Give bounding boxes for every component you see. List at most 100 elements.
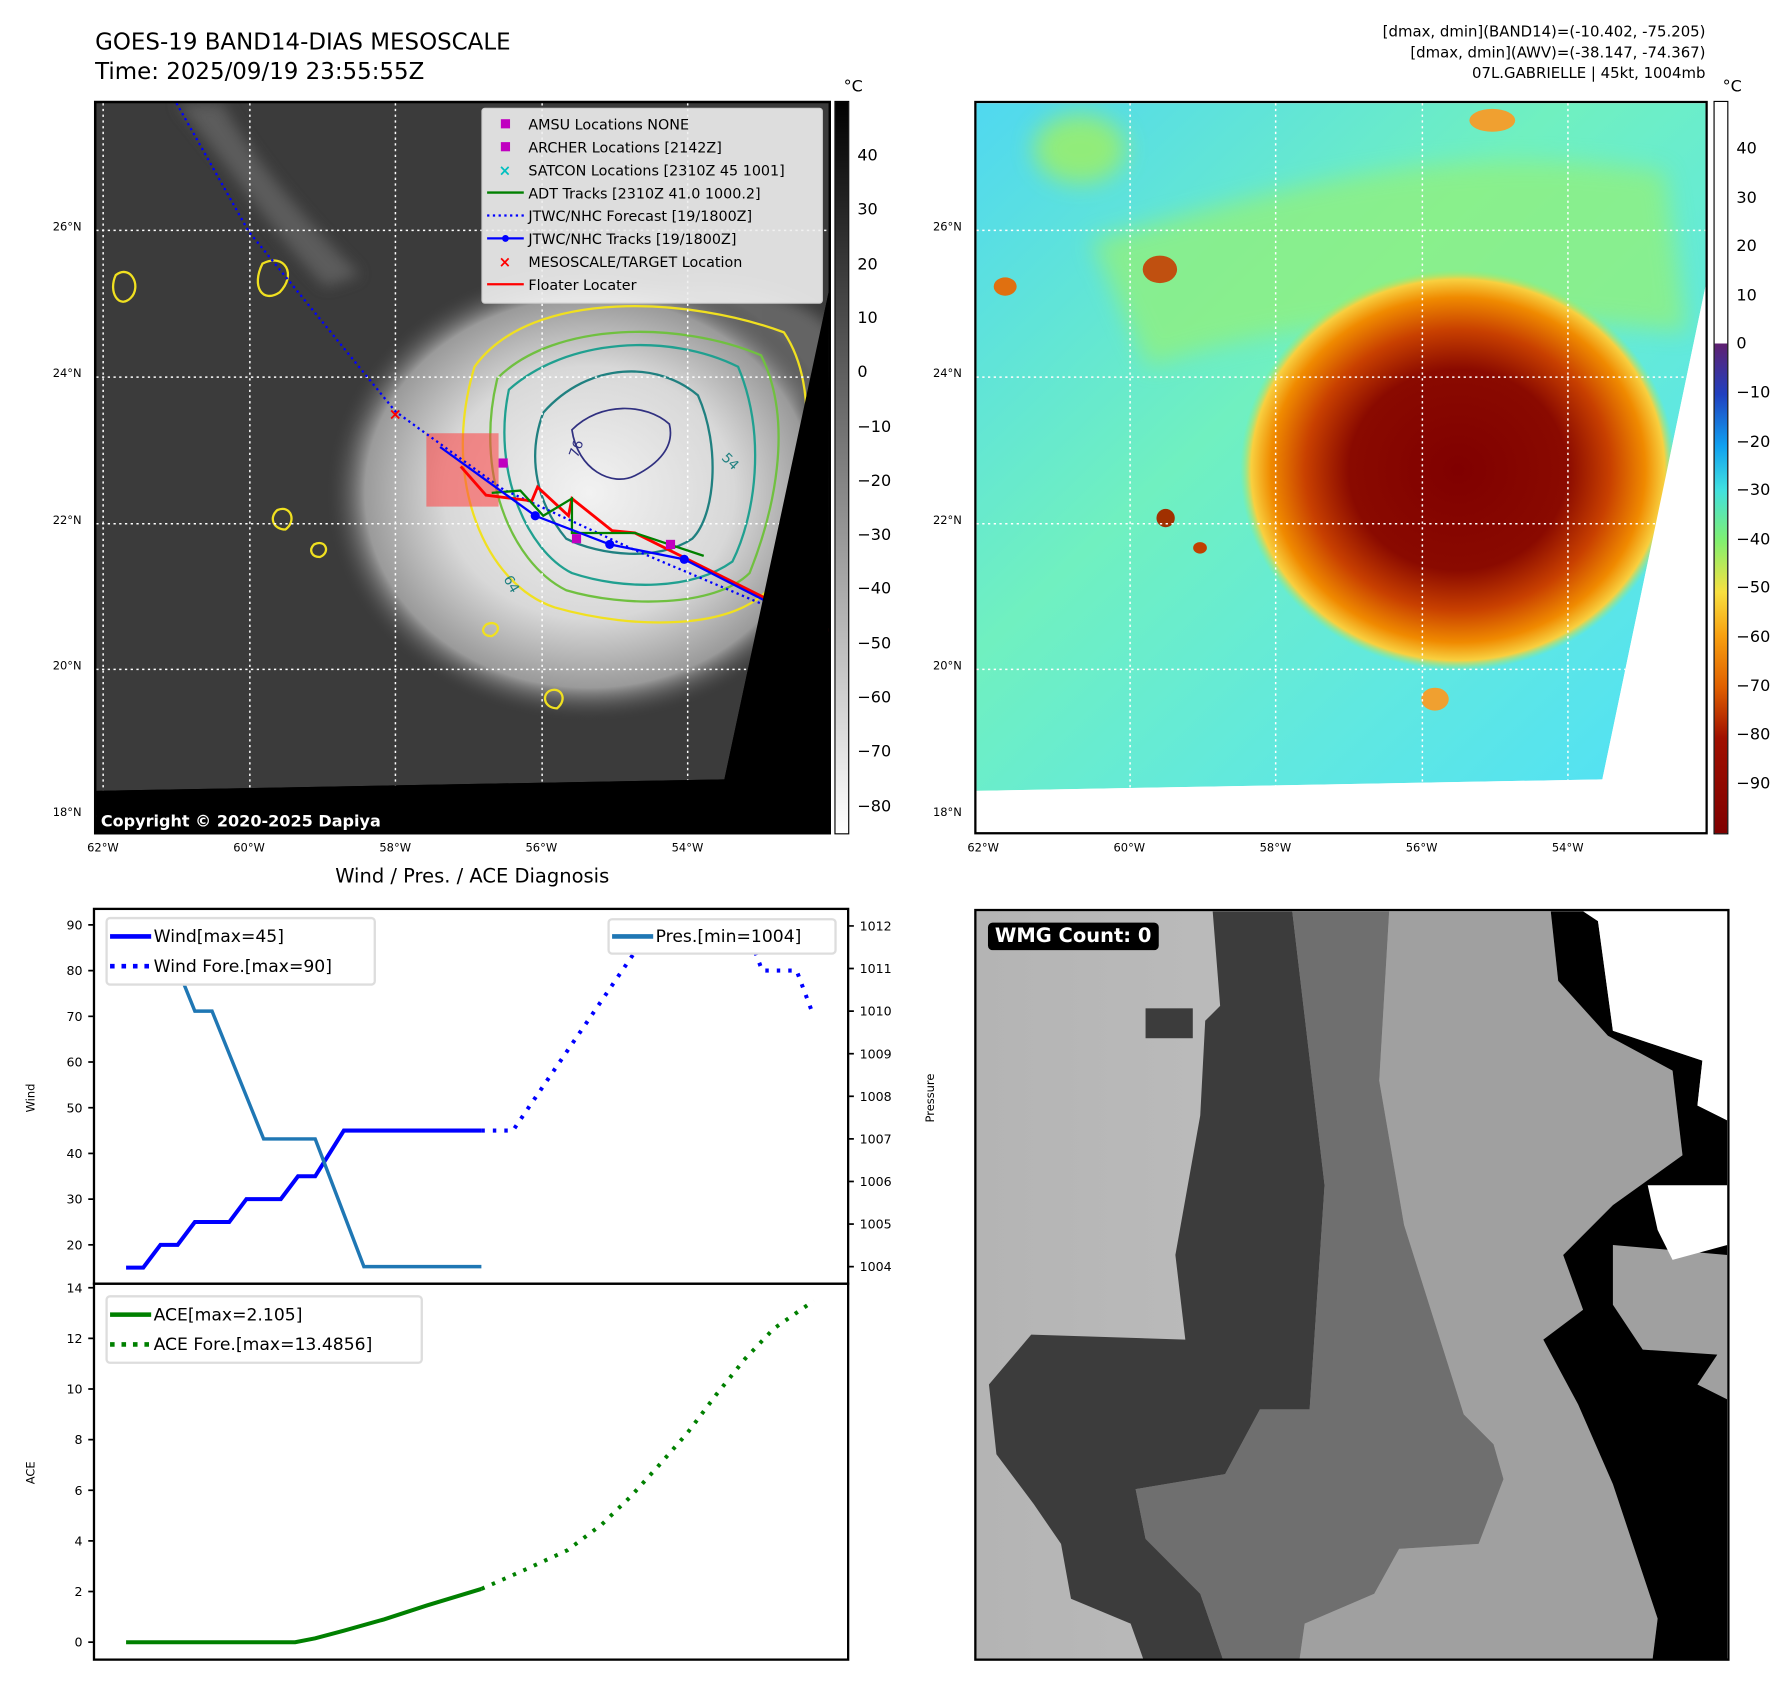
legend-label: JTWC/NHC Tracks [19/1800Z]: [528, 229, 737, 247]
colorbar-tick-label: −60: [1736, 628, 1771, 647]
legend-item: JTWC/NHC Forecast [19/1800Z]: [483, 204, 822, 227]
colorbar-tick-label: −30: [857, 526, 892, 545]
legend-item: × SATCON Locations [2310Z 45 1001]: [483, 158, 822, 181]
legend-item-ace-forecast: ACE Fore.[max=13.4856]: [108, 1330, 421, 1360]
y-tick-label: 14: [66, 1280, 82, 1295]
wind-legend: Wind[max=45] Wind Fore.[max=90]: [105, 916, 376, 986]
svg-text:×: ×: [499, 164, 511, 175]
wmg-panel: WMG Count: 0: [974, 908, 1730, 1661]
legend-label: ACE[max=2.105]: [153, 1304, 303, 1325]
lat-tick-label: 18°N: [52, 807, 82, 820]
ir-grayscale-map: 64 54 76 × Copyright © 2020-2025 Dapiya …: [93, 100, 831, 835]
legend-item-ace: ACE[max=2.105]: [108, 1300, 421, 1330]
storm-cloud-shield: [325, 263, 829, 723]
y-tick-label: 8: [75, 1432, 83, 1447]
lat-tick-label: 20°N: [932, 660, 962, 674]
wmg-imagery: [976, 911, 1728, 1659]
colorbar-tick-label: 30: [1736, 188, 1757, 207]
wind-pressure-ace-charts: 2030405060708090100410051006100710081009…: [23, 907, 937, 1661]
figure-title: GOES-19 BAND14-DIAS MESOSCALE: [95, 27, 511, 56]
lon-tick-label: 56°W: [1405, 842, 1438, 856]
y-tick-label: 50: [66, 1100, 82, 1115]
series-line-ace-fore-: [480, 1299, 815, 1591]
legend-label: Wind Fore.[max=90]: [153, 955, 332, 977]
colorbar-tick-label: 0: [857, 363, 868, 382]
lon-tick-label: 62°W: [87, 842, 119, 856]
contour-label-64: 64: [500, 573, 523, 596]
lat-tick-label: 26°N: [932, 221, 962, 234]
legend-label: ACE Fore.[max=13.4856]: [153, 1334, 373, 1355]
wmg-count-label: WMG Count: 0: [987, 922, 1159, 951]
colorbar-tick-label: −10: [857, 417, 892, 437]
colorbar-tick-label: −20: [857, 471, 892, 491]
y-tick-label: 80: [66, 963, 82, 978]
solid-line-icon: [483, 187, 529, 198]
copyright: Copyright © 2020-2025 Dapiya: [96, 811, 386, 833]
y-tick-label: 1006: [860, 1174, 892, 1189]
adt-track: [491, 489, 705, 557]
legend-label: ARCHER Locations [2142Z]: [528, 138, 722, 156]
colorbar-tick-label: −50: [1736, 579, 1771, 598]
colorbar-tick-label: 10: [1736, 286, 1757, 305]
chart-title: Wind / Pres. / ACE Diagnosis: [335, 865, 610, 889]
lat-tick-label: 22°N: [52, 514, 82, 527]
map-legend: AMSU Locations NONE ARCHER Locations [214…: [481, 107, 823, 304]
colorbar-tick-label: 10: [857, 309, 878, 328]
contour-label-76: 76: [566, 438, 587, 460]
legend-item: ARCHER Locations [2142Z]: [483, 135, 822, 158]
legend-label: Pres.[min=1004]: [655, 926, 802, 947]
y-tick-label: 1010: [860, 1004, 892, 1019]
y-tick-label: 30: [66, 1192, 82, 1207]
y-tick-label: 4: [75, 1533, 83, 1548]
colorbar-tick-label: −50: [857, 634, 892, 653]
lon-tick-label: 54°W: [671, 842, 704, 856]
info-storm: 07L.GABRIELLE | 45kt, 1004mb: [1472, 65, 1706, 83]
colorbar-tick-label: 40: [857, 146, 878, 166]
right-colorbar: [1713, 100, 1729, 835]
legend-item: AMSU Locations NONE: [483, 112, 822, 135]
legend-label: ADT Tracks [2310Z 41.0 1000.2]: [528, 183, 761, 202]
legend-label: SATCON Locations [2310Z 45 1001]: [528, 161, 785, 179]
series-line-wind-fore-: [481, 922, 816, 1133]
info-band14-range: [dmax, dmin](BAND14)=(-10.402, -75.205): [1382, 24, 1706, 42]
colorbar-tick-label: −90: [1736, 774, 1771, 793]
storm-core: [1240, 269, 1676, 671]
pressure-legend: Pres.[min=1004]: [607, 918, 837, 955]
colorbar-tick-label: −10: [1736, 383, 1771, 403]
colorbar-tick-label: −40: [1736, 530, 1771, 549]
lon-tick-label: 62°W: [967, 842, 1000, 856]
colorbar-tick-label: −40: [857, 580, 892, 599]
lon-tick-label: 58°W: [1259, 842, 1292, 856]
dotted-line-icon: [483, 210, 529, 221]
nhc-track-points: [530, 511, 689, 564]
right-colorbar-unit: °C: [1722, 77, 1742, 97]
awv-imagery: [976, 103, 1706, 833]
left-colorbar: [834, 100, 850, 835]
y-tick-label: 20: [66, 1237, 82, 1252]
colorbar-tick-label: 40: [1736, 139, 1757, 159]
plot-frame: [92, 1282, 850, 1661]
info-awv-range: [dmax, dmin](AWV)=(-38.147, -74.367): [1410, 44, 1706, 62]
y-axis-label-pressure: Pressure: [923, 1074, 937, 1123]
lat-tick-label: 22°N: [932, 514, 962, 527]
lat-tick-label: 20°N: [52, 660, 82, 674]
square-marker-icon: [483, 141, 529, 152]
colorbar-tick-label: −60: [857, 688, 892, 708]
colorbar-tick-label: −70: [1736, 676, 1771, 696]
y-tick-label: 2: [75, 1584, 83, 1599]
x-marker-icon: ×: [483, 164, 529, 175]
legend-item-pressure: Pres.[min=1004]: [610, 922, 835, 952]
lon-tick-label: 54°W: [1551, 842, 1584, 856]
lat-tick-label: 24°N: [932, 367, 962, 381]
y-tick-label: 1005: [860, 1217, 892, 1232]
target-x-marker: ×: [389, 404, 402, 423]
legend-label: MESOSCALE/TARGET Location: [528, 252, 743, 270]
ace-legend: ACE[max=2.105] ACE Fore.[max=13.4856]: [105, 1295, 423, 1364]
y-tick-label: 40: [66, 1146, 82, 1161]
lon-tick-label: 58°W: [379, 842, 412, 856]
series-line-ace: [126, 1586, 482, 1645]
y-tick-label: 6: [75, 1483, 83, 1498]
legend-label: JTWC/NHC Forecast [19/1800Z]: [528, 206, 753, 225]
legend-label: Wind[max=45]: [153, 926, 284, 947]
awv-color-map: [974, 100, 1708, 835]
